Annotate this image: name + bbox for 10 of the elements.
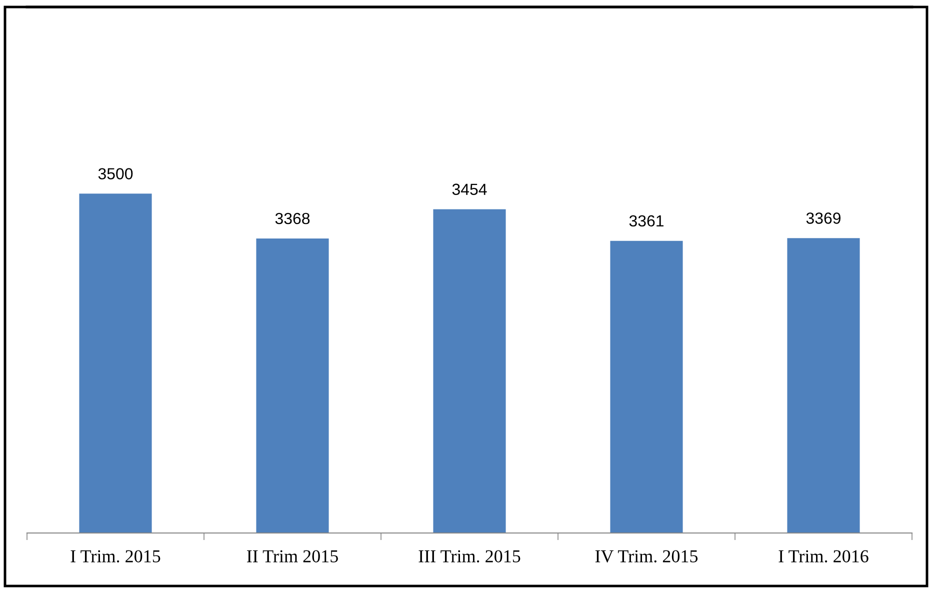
x-tick-label: III Trim. 2015	[418, 550, 520, 562]
x-tick-label: I Trim. 2016	[778, 550, 868, 562]
x-tick-label: IV Trim. 2015	[595, 550, 698, 562]
x-tick-label: I Trim. 2015	[70, 550, 160, 562]
x-tick-label: II Trim 2015	[246, 550, 338, 562]
data-label: 3369	[806, 212, 841, 224]
data-label: 3500	[98, 168, 133, 180]
data-label: 3454	[452, 184, 487, 195]
data-label: 3368	[275, 212, 310, 224]
data-label: 3361	[629, 215, 664, 227]
